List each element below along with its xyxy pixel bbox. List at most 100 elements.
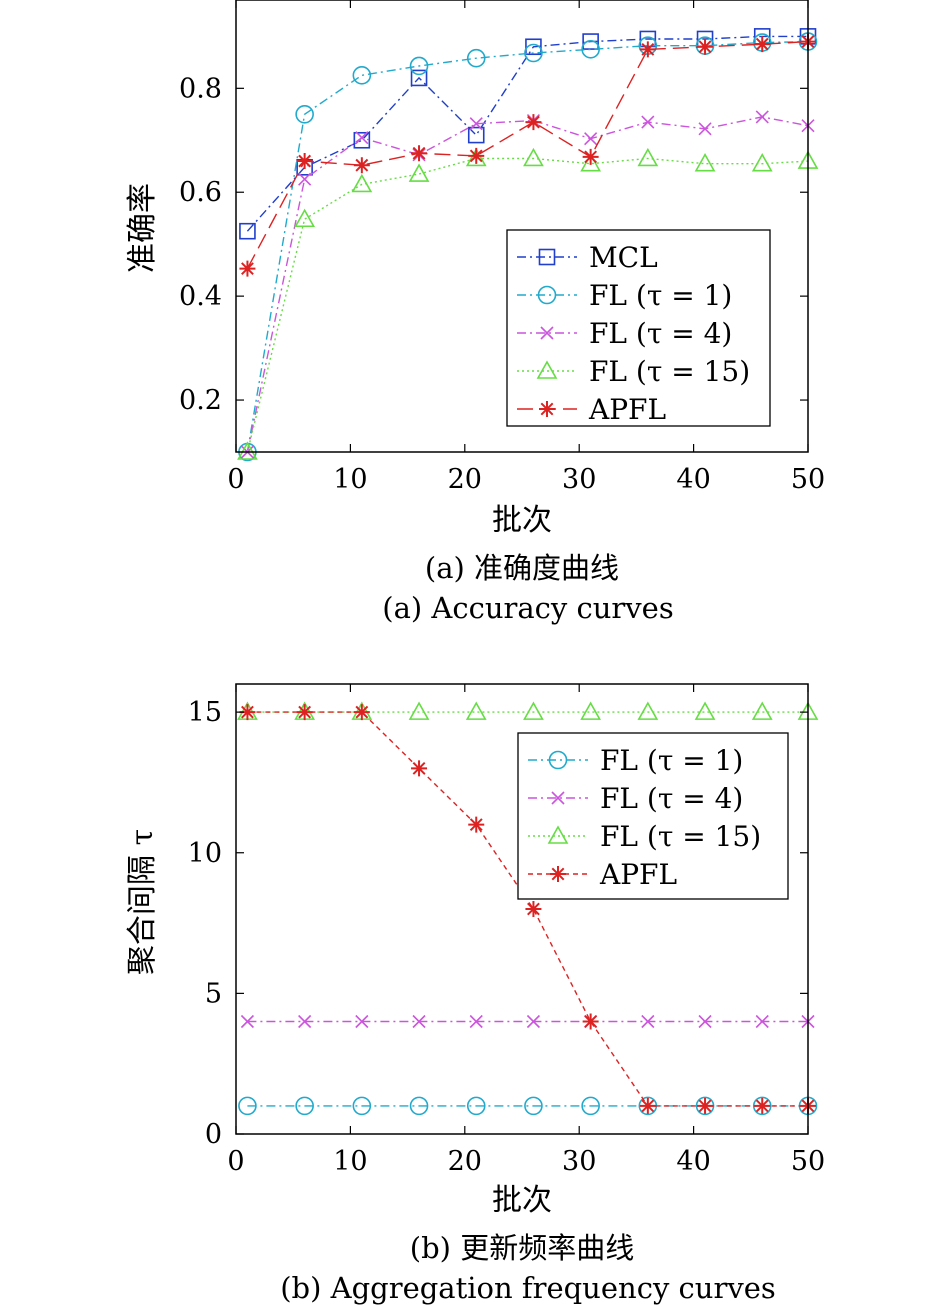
aggregation-y-tick-label: 0	[205, 1119, 222, 1150]
aggregation-legend-marker-3	[550, 866, 566, 882]
aggregation-legend-marker-0	[548, 750, 568, 770]
accuracy-series-4-point	[639, 41, 656, 58]
accuracy-series-3-point	[237, 441, 258, 460]
accuracy-chart: 0 10 20 30 40 50 0.2 0.4 0.6 0.8 批次 准确率 MCL FL (τ …	[125, 0, 825, 625]
accuracy-y-tick-label: 0.4	[179, 281, 222, 312]
accuracy-series-4-point	[582, 148, 599, 165]
accuracy-series-3-point	[694, 153, 716, 172]
aggregation-series-1-point	[469, 1014, 483, 1029]
accuracy-series-1-point	[295, 104, 314, 124]
aggregation-series-1-point	[526, 1014, 541, 1029]
accuracy-y-tick-label: 0.2	[179, 385, 222, 416]
aggregation-series-0-point	[581, 1096, 600, 1116]
aggregation-legend-label-2: FL (τ = 15)	[600, 820, 761, 853]
accuracy-plot-area	[237, 28, 819, 462]
aggregation-series-2-point	[637, 701, 659, 720]
accuracy-y-tick-label: 0.6	[179, 177, 222, 208]
accuracy-x-tick-label: 0	[227, 464, 244, 495]
accuracy-legend-label-4: APFL	[588, 393, 666, 426]
aggregation-series-3-point	[239, 704, 256, 721]
accuracy-x-tick-label: 50	[791, 464, 825, 495]
accuracy-y-axis-label: 准确率	[125, 183, 160, 273]
accuracy-legend-marker-1	[537, 285, 557, 305]
aggregation-series-3-point	[525, 901, 542, 917]
accuracy-caption-cn: (a) 准确度曲线	[425, 551, 619, 585]
accuracy-legend-box	[506, 229, 771, 427]
accuracy-x-tick-label: 40	[676, 464, 710, 495]
aggregation-series-0-point	[352, 1096, 372, 1116]
accuracy-x-tick-label: 10	[333, 464, 367, 495]
aggregation-legend: FL (τ = 1) FL (τ = 4) FL (τ = 15) APFL	[517, 732, 789, 900]
accuracy-legend-marker-4	[539, 401, 555, 417]
aggregation-series-2-point	[408, 701, 430, 720]
accuracy-series-0-point	[353, 131, 371, 149]
aggregation-series-0-point	[752, 1096, 772, 1116]
accuracy-legend-label-3: FL (τ = 15)	[589, 355, 750, 388]
accuracy-legend-label-1: FL (τ = 1)	[589, 279, 732, 312]
accuracy-series-3-point	[751, 153, 773, 172]
accuracy-legend-marker-3	[536, 360, 558, 379]
aggregation-legend-label-1: FL (τ = 4)	[600, 782, 743, 815]
aggregation-series-0-point	[238, 1096, 257, 1116]
aggregation-series-1-point	[240, 1014, 255, 1029]
accuracy-series-1-point	[524, 43, 543, 63]
aggregation-series-3-point	[411, 760, 428, 777]
aggregation-series-0-point	[524, 1096, 543, 1116]
aggregation-series-1-point	[698, 1014, 712, 1029]
accuracy-y-tick-label: 0.8	[179, 73, 222, 104]
aggregation-caption-en: (b) Aggregation frequency curves	[280, 1271, 776, 1305]
accuracy-series-line-4	[246, 40, 809, 269]
accuracy-series-2-point	[698, 122, 712, 136]
aggregation-legend-marker-2	[547, 825, 569, 844]
aggregation-caption-cn: (b) 更新频率曲线	[410, 1231, 634, 1265]
aggregation-y-axis-label: 聚合间隔 τ	[125, 829, 160, 975]
accuracy-series-2-point	[755, 110, 769, 124]
accuracy-series-4-point	[296, 153, 313, 170]
aggregation-legend-box	[517, 732, 789, 900]
aggregation-series-1-point	[298, 1014, 312, 1029]
accuracy-series-4-point	[468, 147, 485, 164]
aggregation-legend-label-3: APFL	[599, 858, 677, 891]
accuracy-legend-marker-2	[540, 326, 554, 340]
aggregation-x-tick-label: 50	[791, 1146, 825, 1177]
aggregation-series-3-point	[754, 1097, 771, 1114]
accuracy-series-0-point	[239, 222, 256, 240]
aggregation-x-axis-label: 批次	[492, 1183, 552, 1218]
aggregation-legend-label-0: FL (τ = 1)	[600, 744, 743, 777]
aggregation-series-2-point	[694, 701, 716, 720]
aggregation-series-2-point	[465, 701, 487, 720]
aggregation-axes: 0 10 20 30 40 50 0 5 10 15	[188, 684, 825, 1177]
accuracy-series-0-point	[525, 38, 542, 56]
accuracy-series-line-3	[246, 157, 809, 453]
aggregation-series-1-point	[641, 1014, 655, 1029]
aggregation-y-tick-label: 10	[188, 838, 222, 869]
accuracy-series-4-point	[754, 36, 771, 53]
aggregation-series-3-point	[468, 816, 485, 833]
aggregation-series-3-point	[639, 1097, 656, 1114]
accuracy-series-4-point	[525, 114, 542, 131]
aggregation-plot-area	[237, 701, 819, 1116]
accuracy-x-tick-label: 20	[448, 464, 482, 495]
aggregation-series-3-point	[353, 704, 370, 721]
aggregation-series-0-point	[409, 1096, 429, 1116]
aggregation-series-2-point	[523, 701, 544, 720]
accuracy-series-1-point	[581, 40, 600, 59]
aggregation-x-tick-label: 0	[227, 1146, 244, 1177]
accuracy-series-4-point	[353, 157, 370, 174]
aggregation-legend-marker-1	[551, 791, 565, 805]
aggregation-series-3-point	[296, 704, 313, 721]
aggregation-series-1-point	[412, 1014, 426, 1029]
accuracy-series-3-point	[465, 147, 487, 167]
accuracy-series-1-point	[466, 48, 486, 68]
accuracy-series-3-point	[351, 173, 373, 193]
aggregation-x-tick-label: 40	[676, 1146, 710, 1177]
accuracy-series-0-point	[467, 126, 485, 144]
aggregation-series-2-point	[751, 701, 773, 720]
accuracy-series-2-point	[641, 115, 655, 129]
accuracy-series-2-point	[469, 117, 483, 131]
accuracy-series-2-point	[355, 131, 369, 145]
accuracy-series-2-point	[298, 172, 312, 186]
accuracy-plot-frame	[235, 0, 809, 453]
accuracy-legend: MCL FL (τ = 1) FL (τ = 4) FL (τ = 15) APFL	[506, 229, 771, 427]
